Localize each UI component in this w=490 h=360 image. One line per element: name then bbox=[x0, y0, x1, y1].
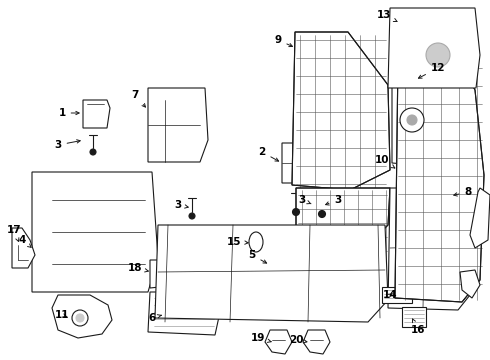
Circle shape bbox=[400, 108, 424, 132]
Polygon shape bbox=[265, 330, 292, 354]
Circle shape bbox=[76, 314, 84, 322]
Circle shape bbox=[90, 149, 96, 155]
Text: 2: 2 bbox=[258, 147, 279, 161]
Polygon shape bbox=[470, 188, 490, 248]
Circle shape bbox=[318, 211, 325, 217]
Ellipse shape bbox=[249, 232, 263, 252]
Text: 3: 3 bbox=[298, 195, 311, 205]
Polygon shape bbox=[392, 52, 435, 166]
Text: 10: 10 bbox=[375, 155, 395, 168]
Text: 1: 1 bbox=[58, 108, 79, 118]
Polygon shape bbox=[303, 330, 330, 354]
Polygon shape bbox=[296, 188, 390, 265]
Text: 6: 6 bbox=[148, 313, 161, 323]
Text: 5: 5 bbox=[248, 250, 267, 263]
Circle shape bbox=[189, 213, 195, 219]
Text: 9: 9 bbox=[274, 35, 293, 46]
Polygon shape bbox=[148, 292, 220, 335]
Polygon shape bbox=[150, 260, 196, 288]
Polygon shape bbox=[155, 225, 388, 322]
Polygon shape bbox=[32, 172, 158, 292]
Text: 16: 16 bbox=[411, 319, 425, 335]
Polygon shape bbox=[292, 32, 390, 190]
Text: 20: 20 bbox=[289, 335, 307, 345]
Polygon shape bbox=[388, 188, 472, 310]
Text: 3: 3 bbox=[326, 195, 342, 205]
Text: 7: 7 bbox=[131, 90, 146, 107]
Text: 17: 17 bbox=[7, 225, 21, 242]
Text: 11: 11 bbox=[55, 310, 69, 320]
Bar bbox=[382, 287, 412, 303]
Text: 12: 12 bbox=[418, 63, 445, 78]
Text: 8: 8 bbox=[454, 187, 472, 197]
Circle shape bbox=[72, 310, 88, 326]
Polygon shape bbox=[148, 88, 208, 162]
Polygon shape bbox=[388, 8, 480, 88]
Text: 3: 3 bbox=[54, 140, 80, 150]
Text: 19: 19 bbox=[251, 333, 271, 343]
Bar bbox=[402, 307, 426, 327]
Text: 4: 4 bbox=[18, 235, 31, 247]
Text: 14: 14 bbox=[383, 290, 397, 300]
Polygon shape bbox=[395, 58, 484, 302]
Polygon shape bbox=[460, 270, 480, 298]
Polygon shape bbox=[12, 228, 35, 268]
Polygon shape bbox=[83, 100, 110, 128]
Circle shape bbox=[407, 115, 417, 125]
Text: 18: 18 bbox=[128, 263, 148, 273]
Polygon shape bbox=[282, 143, 318, 183]
Text: 13: 13 bbox=[377, 10, 397, 22]
Text: 15: 15 bbox=[227, 237, 248, 247]
Polygon shape bbox=[52, 295, 112, 338]
Circle shape bbox=[293, 208, 299, 216]
Text: 3: 3 bbox=[174, 200, 188, 210]
Circle shape bbox=[426, 43, 450, 67]
